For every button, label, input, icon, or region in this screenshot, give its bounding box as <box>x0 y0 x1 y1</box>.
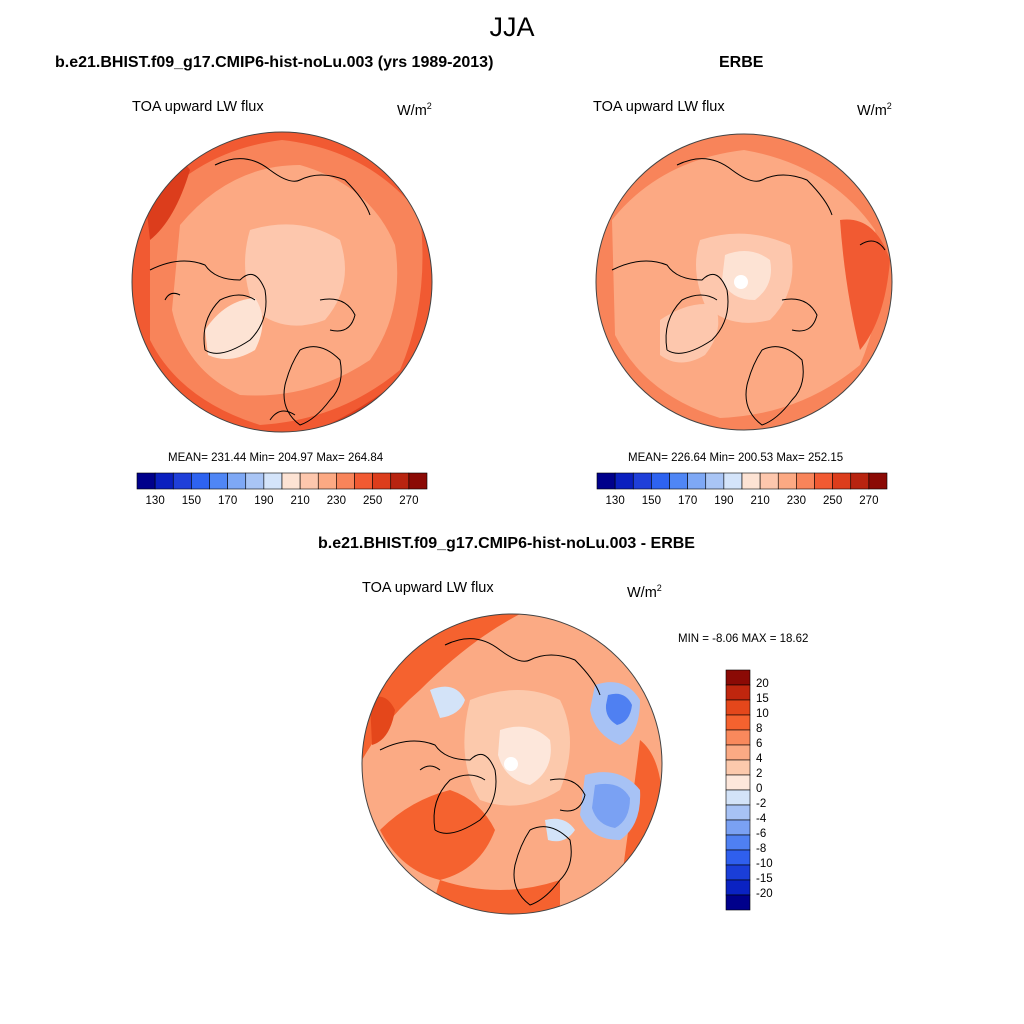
colorbar-tick-label: -4 <box>756 813 767 825</box>
colorbar-tick-label: 130 <box>605 495 625 507</box>
colorbar-tick-label: 0 <box>756 783 763 795</box>
colorbar-swatch <box>725 849 751 866</box>
colorbar-tick-label: 230 <box>786 495 806 507</box>
obs-variable-label: TOA upward LW flux <box>593 99 725 115</box>
colorbar-tick-label: 210 <box>750 495 770 507</box>
obs-colorbar <box>596 472 888 490</box>
colorbar-swatch <box>725 864 751 881</box>
colorbar-tick-label: 210 <box>290 495 310 507</box>
colorbar-tick-label: 190 <box>714 495 734 507</box>
colorbar-tick-label: 250 <box>823 495 843 507</box>
colorbar-swatch <box>725 774 751 791</box>
colorbar-swatch <box>725 669 751 686</box>
colorbar-swatch <box>868 472 888 490</box>
colorbar-tick-label: 8 <box>756 723 763 735</box>
colorbar-swatch <box>725 879 751 896</box>
model-colorbar <box>136 472 428 490</box>
diff-variable-label: TOA upward LW flux <box>362 580 494 596</box>
colorbar-tick-label: 4 <box>756 753 763 765</box>
obs-units-label: W/m2 <box>857 101 892 119</box>
diff-panel-title: b.e21.BHIST.f09_g17.CMIP6-hist-noLu.003 … <box>318 535 695 552</box>
colorbar-tick-label: -15 <box>756 873 773 885</box>
model-variable-label: TOA upward LW flux <box>132 99 264 115</box>
colorbar-tick-label: 150 <box>181 495 201 507</box>
colorbar-tick-label: 130 <box>145 495 165 507</box>
obs-stats: MEAN= 226.64 Min= 200.53 Max= 252.15 <box>628 452 844 464</box>
colorbar-swatch <box>725 804 751 821</box>
colorbar-swatch <box>725 759 751 776</box>
colorbar-tick-label: 170 <box>678 495 698 507</box>
colorbar-swatch <box>725 729 751 746</box>
model-panel-title: b.e21.BHIST.f09_g17.CMIP6-hist-noLu.003 … <box>55 54 494 71</box>
model-coastlines <box>149 158 371 426</box>
diff-colorbar <box>725 669 751 911</box>
colorbar-tick-label: -2 <box>756 798 767 810</box>
diff-map-fill <box>362 614 662 914</box>
diff-units-label: W/m2 <box>627 583 662 601</box>
obs-panel-title: ERBE <box>719 54 764 71</box>
colorbar-tick-label: 230 <box>326 495 346 507</box>
colorbar-tick-label: -10 <box>756 858 773 870</box>
obs-coastlines <box>611 158 886 426</box>
colorbar-tick-label: 270 <box>859 495 879 507</box>
colorbar-tick-label: 170 <box>218 495 238 507</box>
colorbar-tick-label: 20 <box>756 678 769 690</box>
colorbar-swatch <box>725 714 751 731</box>
colorbar-tick-label: -20 <box>756 888 773 900</box>
colorbar-swatch <box>725 894 751 911</box>
diff-coastlines <box>379 638 601 906</box>
colorbar-tick-label: 250 <box>363 495 383 507</box>
colorbar-swatch <box>408 472 428 490</box>
colorbar-tick-label: 2 <box>756 768 763 780</box>
colorbar-tick-label: 6 <box>756 738 763 750</box>
model-units-label: W/m2 <box>397 101 432 119</box>
colorbar-swatch <box>725 699 751 716</box>
colorbar-tick-label: 15 <box>756 693 769 705</box>
model-stats: MEAN= 231.44 Min= 204.97 Max= 264.84 <box>168 452 384 464</box>
colorbar-tick-label: 270 <box>399 495 419 507</box>
diff-stats: MIN = -8.06 MAX = 18.62 <box>678 633 809 645</box>
colorbar-swatch <box>725 744 751 761</box>
colorbar-tick-label: -6 <box>756 828 767 840</box>
colorbar-tick-label: 190 <box>254 495 274 507</box>
colorbar-swatch <box>725 819 751 836</box>
colorbar-tick-label: 150 <box>641 495 661 507</box>
figure-title: JJA <box>489 12 535 42</box>
colorbar-swatch <box>725 834 751 851</box>
obs-map-fill <box>596 134 892 430</box>
colorbar-swatch <box>725 789 751 806</box>
colorbar-swatch <box>725 684 751 701</box>
colorbar-tick-label: -8 <box>756 843 767 855</box>
colorbar-tick-label: 10 <box>756 708 769 720</box>
